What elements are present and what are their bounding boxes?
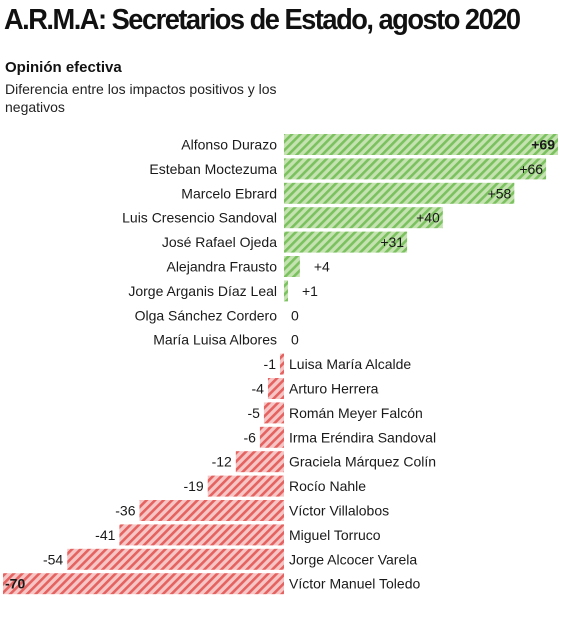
bars-group — [3, 134, 558, 595]
value-label: -36 — [115, 503, 135, 519]
category-label: Esteban Moctezuma — [149, 161, 277, 177]
category-label: Román Meyer Falcón — [289, 405, 423, 421]
bar-arturo-herrera — [267, 378, 284, 399]
value-label: 0 — [291, 332, 299, 348]
bar-rocio-nahle — [207, 475, 284, 497]
chart-title: A.R.M.A: Secretarios de Estado, agosto 2… — [4, 4, 521, 36]
chart-subtitle: Opinión efectiva — [5, 59, 122, 76]
value-label: +4 — [314, 259, 330, 275]
bar-graciela-marquez-colin — [235, 451, 284, 473]
value-label: +58 — [488, 185, 512, 201]
category-label: Olga Sánchez Cordero — [135, 307, 278, 323]
bar-jorge-arganis-diaz-leal — [284, 280, 288, 302]
bar-esteban-moctezuma — [284, 158, 547, 180]
value-label: -1 — [264, 356, 277, 372]
bar-victor-villalobos — [139, 500, 284, 521]
value-label: -41 — [95, 527, 115, 543]
bar-irma-erendira-sandoval — [259, 426, 284, 448]
category-label: Luis Cresencio Sandoval — [122, 210, 277, 226]
category-label: Arturo Herrera — [289, 381, 379, 397]
bar-marcelo-ebrard — [284, 182, 515, 204]
category-label: Jorge Alcocer Varela — [289, 551, 417, 567]
bar-jorge-alcocer-varela — [67, 548, 284, 570]
bar-luisa-maria-alcalde — [279, 353, 284, 375]
value-label: +1 — [302, 283, 318, 299]
bar-alfonso-durazo — [284, 134, 558, 155]
category-label: Marcelo Ebrard — [181, 185, 277, 201]
category-label: Miguel Torruco — [289, 527, 381, 543]
category-label: Alejandra Frausto — [166, 259, 277, 275]
chart-description: Diferencia entre los impactos positivos … — [5, 81, 277, 115]
category-label: Jorge Arganis Díaz Leal — [128, 283, 277, 299]
category-label: Víctor Villalobos — [289, 503, 389, 519]
bar-alejandra-frausto — [284, 256, 300, 277]
category-label: José Rafael Ojeda — [162, 234, 277, 250]
value-label: +40 — [416, 210, 440, 226]
category-label: Irma Eréndira Sandoval — [289, 429, 436, 445]
value-label: -4 — [251, 381, 264, 397]
bar-roman-meyer-falcon — [263, 402, 284, 424]
bar-miguel-torruco — [119, 524, 285, 546]
category-label: Víctor Manuel Toledo — [289, 576, 420, 592]
value-label: -5 — [247, 405, 260, 421]
category-label: Alfonso Durazo — [181, 137, 277, 153]
bar-victor-manuel-toledo — [3, 573, 284, 595]
category-label: Rocío Nahle — [289, 478, 366, 494]
value-label: -70 — [5, 576, 25, 592]
value-label: +66 — [519, 161, 543, 177]
value-label: 0 — [291, 307, 299, 323]
category-label: Graciela Márquez Colín — [289, 454, 436, 470]
bar-jose-rafael-ojeda — [284, 231, 408, 253]
value-label: -6 — [243, 429, 256, 445]
labels-group: Alfonso Durazo +69 Esteban Moctezuma +66 Mar… — [5, 137, 555, 592]
category-label: Luisa María Alcalde — [289, 356, 411, 372]
bar-luis-cresencio-sandoval — [284, 207, 443, 229]
value-label: -54 — [43, 551, 63, 567]
value-label: +69 — [531, 137, 555, 153]
value-label: -12 — [212, 454, 232, 470]
category-label: María Luisa Albores — [153, 332, 277, 348]
value-label: -19 — [183, 478, 203, 494]
value-label: +31 — [380, 234, 404, 250]
